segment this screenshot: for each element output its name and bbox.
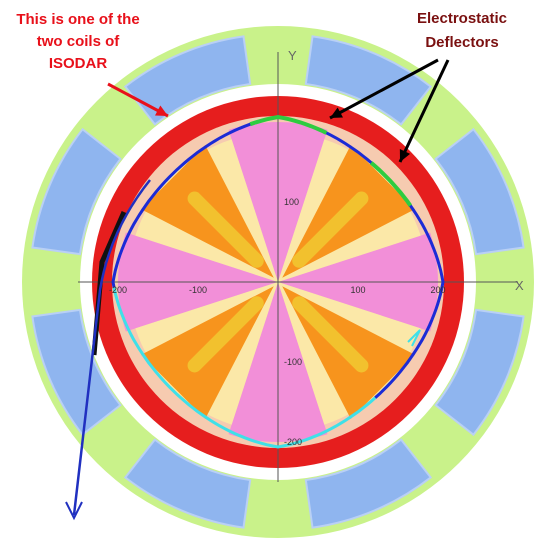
coil-label: ISODAR <box>49 55 108 72</box>
y-axis-label: Y <box>288 48 297 63</box>
deflector-label: Electrostatic <box>417 10 507 27</box>
x-tick-label: 100 <box>350 285 365 295</box>
coil-label: This is one of the <box>16 11 139 28</box>
x-tick-label: -200 <box>109 285 127 295</box>
y-tick-label: -200 <box>284 437 302 447</box>
x-tick-label: -100 <box>189 285 207 295</box>
deflector-label: Deflectors <box>425 34 498 51</box>
y-tick-label: 100 <box>284 197 299 207</box>
x-axis-label: X <box>515 278 524 293</box>
x-tick-label: 200 <box>430 285 445 295</box>
cyclotron-diagram: This is one of the two coils of ISODAR E… <box>0 0 534 539</box>
shapes <box>22 26 534 538</box>
y-tick-label: -100 <box>284 357 302 367</box>
coil-label: two coils of <box>37 33 121 50</box>
